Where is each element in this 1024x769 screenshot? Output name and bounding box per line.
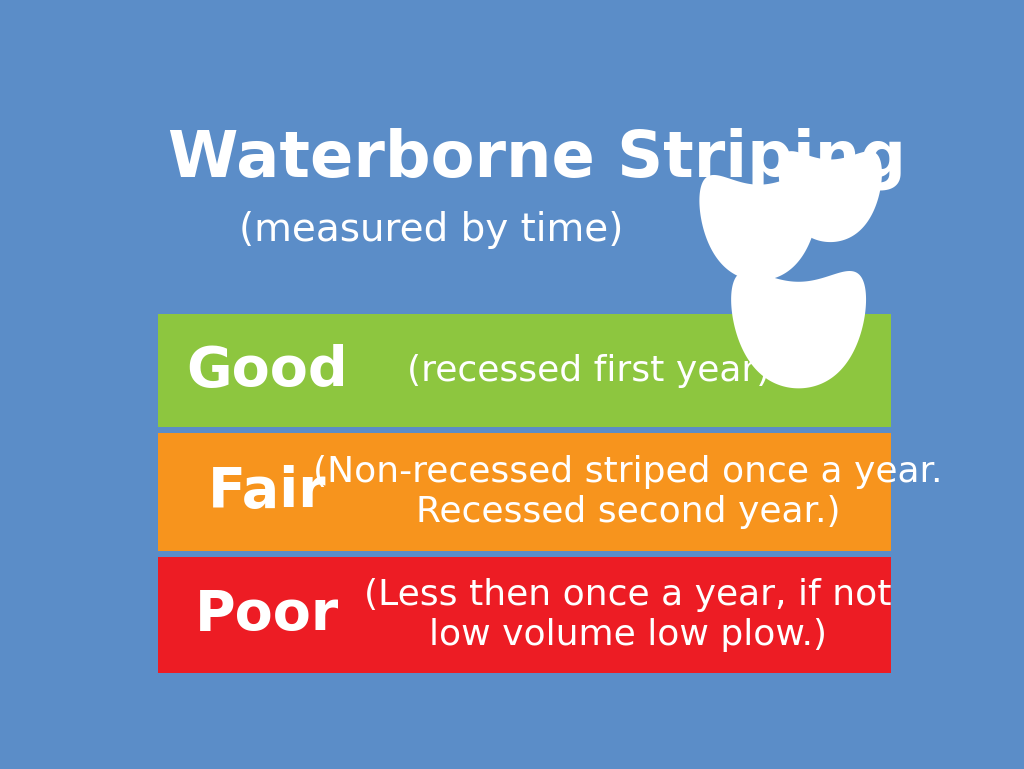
FancyBboxPatch shape <box>158 433 892 551</box>
Text: (Non-recessed striped once a year.
Recessed second year.): (Non-recessed striped once a year. Reces… <box>313 455 943 528</box>
Polygon shape <box>699 175 818 281</box>
FancyBboxPatch shape <box>158 557 892 673</box>
Polygon shape <box>731 271 866 388</box>
Polygon shape <box>779 151 882 242</box>
Text: Fair: Fair <box>208 465 327 519</box>
FancyBboxPatch shape <box>158 315 892 427</box>
Text: Good: Good <box>186 344 348 398</box>
Text: (measured by time): (measured by time) <box>240 211 624 248</box>
Text: (recessed first year): (recessed first year) <box>407 354 770 388</box>
Text: Waterborne Striping: Waterborne Striping <box>168 128 905 190</box>
Text: (Less then once a year, if not
low volume low plow.): (Less then once a year, if not low volum… <box>365 578 892 651</box>
Text: Poor: Poor <box>195 588 339 642</box>
